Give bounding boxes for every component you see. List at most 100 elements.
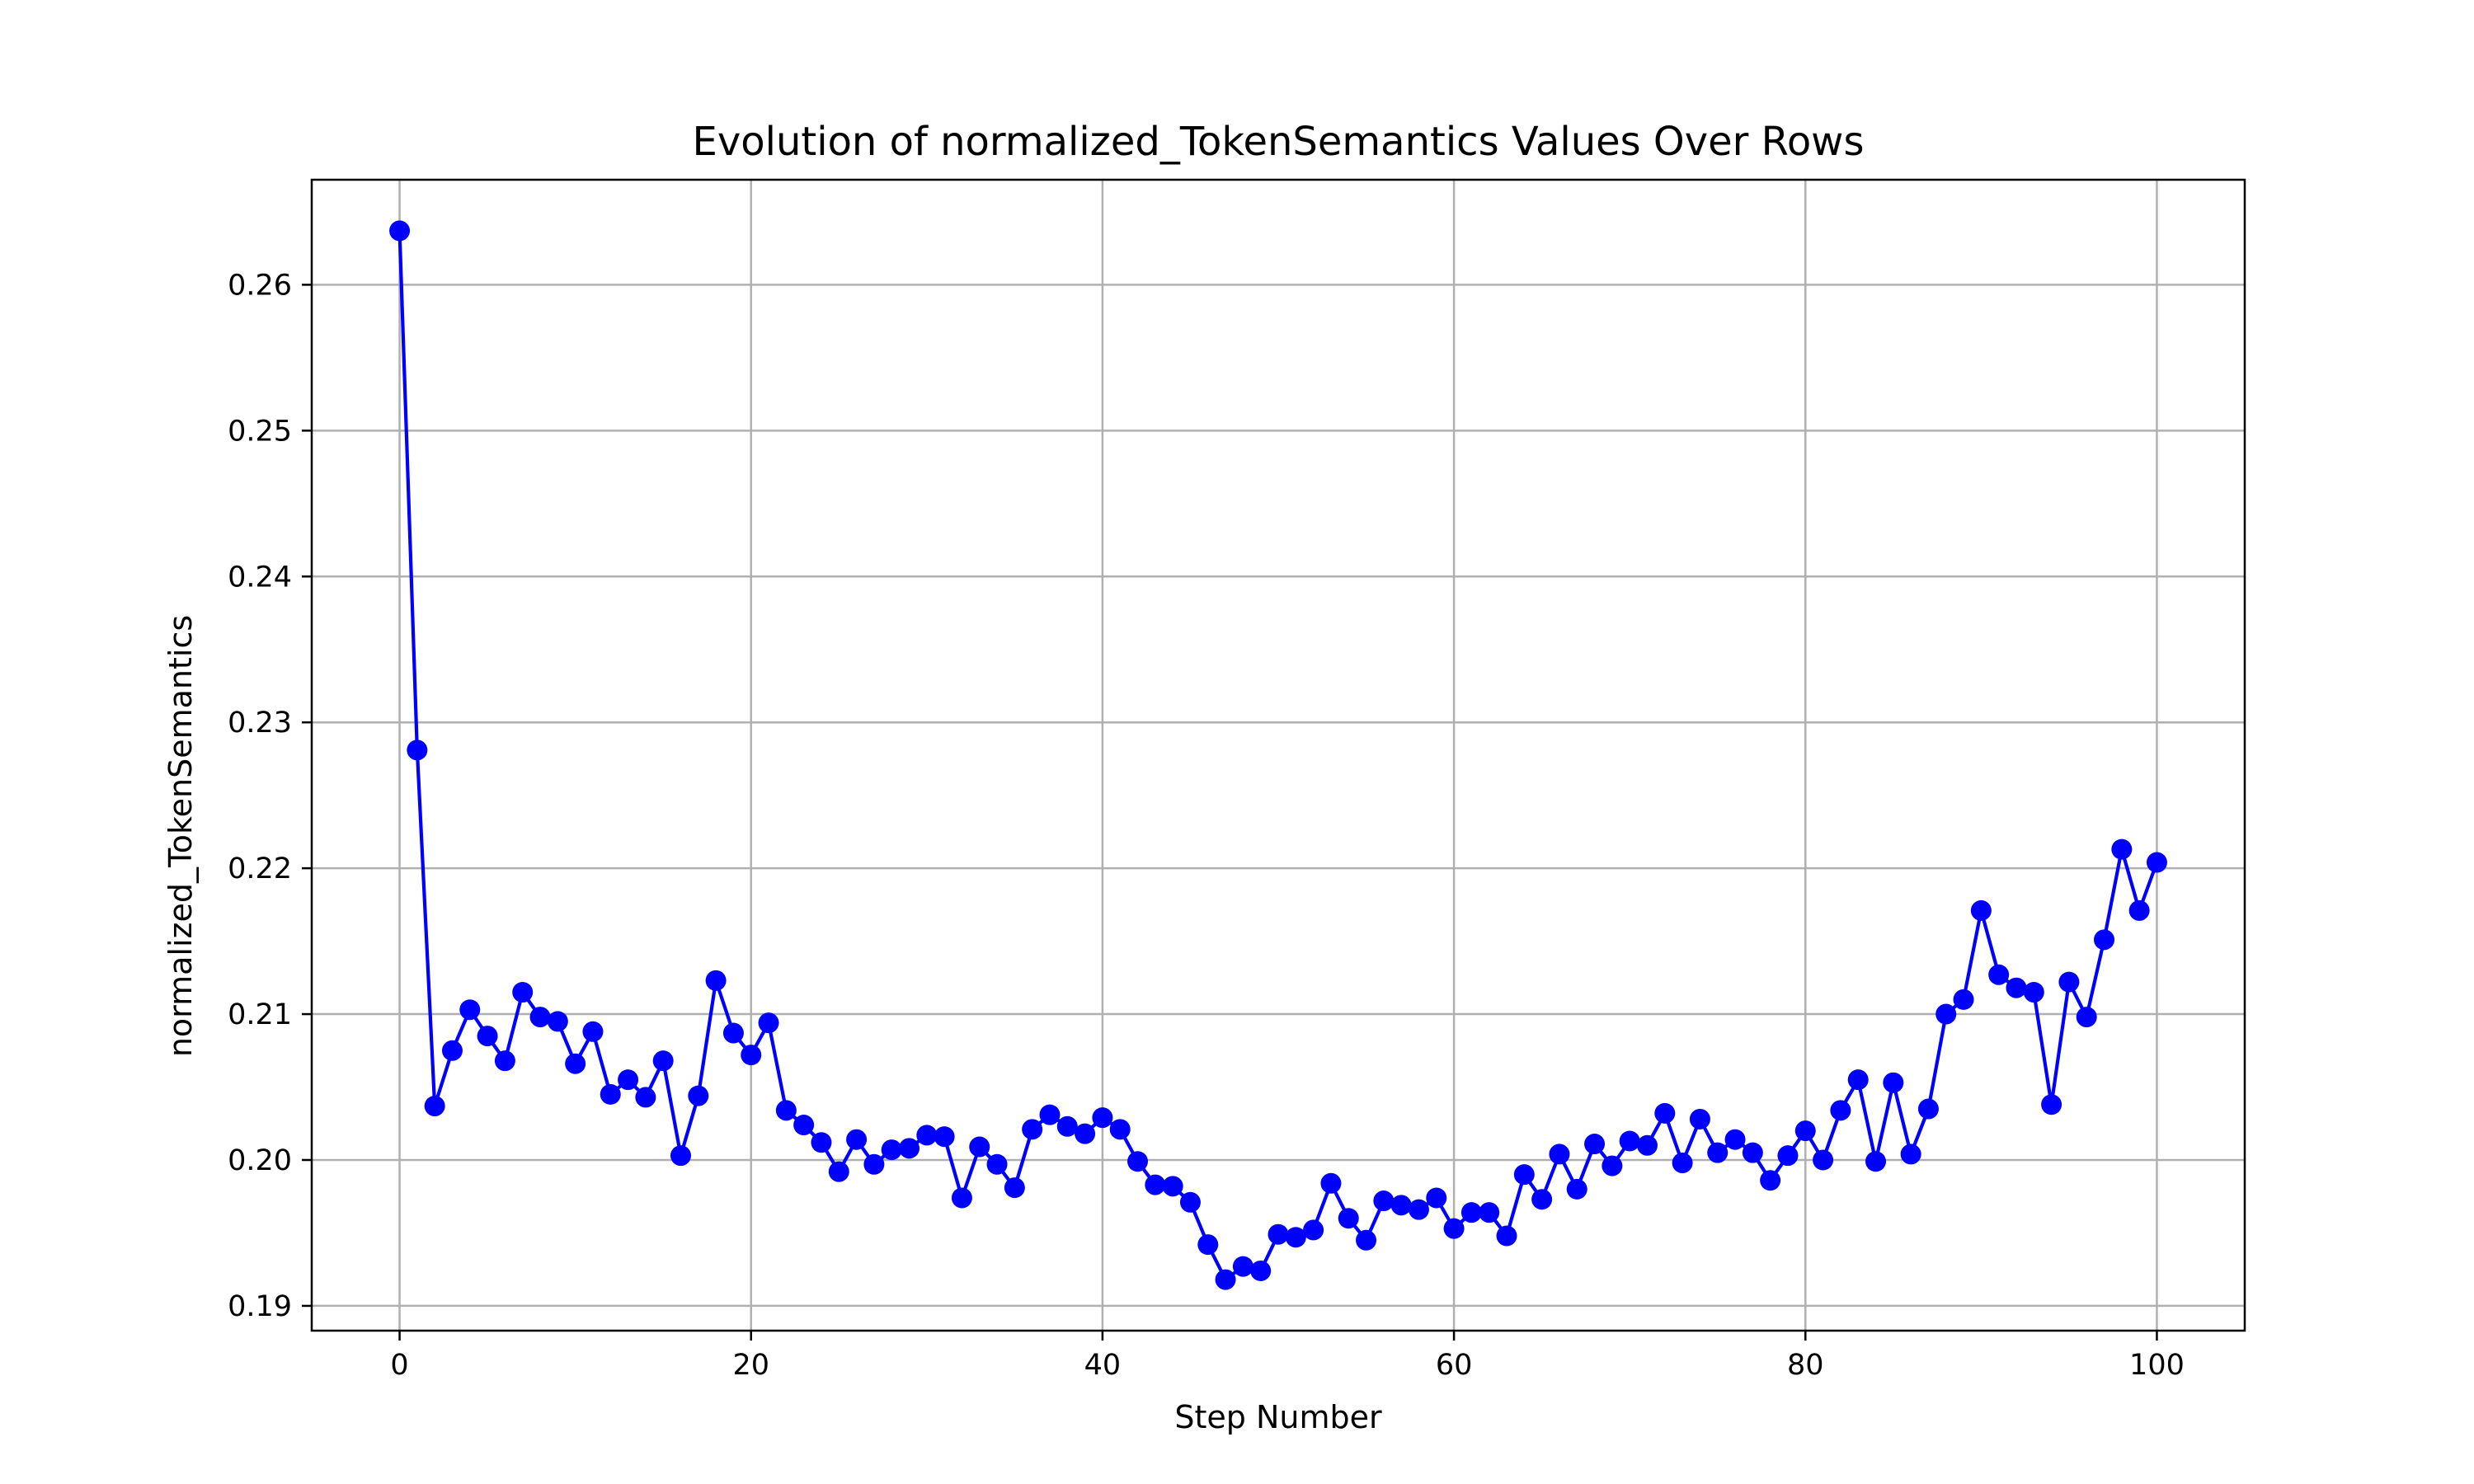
data-point [1479, 1202, 1500, 1223]
data-point [1602, 1155, 1623, 1176]
data-point [1636, 1134, 1658, 1156]
data-point [582, 1021, 604, 1042]
data-point [407, 740, 428, 761]
data-point [1356, 1229, 1377, 1251]
data-point [934, 1126, 955, 1148]
data-point [951, 1187, 972, 1209]
data-point [1794, 1120, 1816, 1142]
data-point [793, 1115, 815, 1136]
data-point [1145, 1174, 1166, 1195]
data-point [1197, 1234, 1219, 1256]
data-point [1022, 1119, 1043, 1140]
data-point [1900, 1144, 1921, 1165]
data-point [1390, 1195, 1412, 1216]
data-point [1549, 1144, 1570, 1165]
y-axis-label: normalized_TokenSemantics [162, 615, 199, 1057]
data-point [2146, 852, 2167, 873]
data-point [1232, 1256, 1253, 1277]
data-point [722, 1022, 744, 1044]
data-point [775, 1100, 797, 1121]
data-point [1777, 1145, 1799, 1167]
data-point [1373, 1190, 1395, 1212]
data-point [2058, 971, 2080, 993]
data-point [2041, 1094, 2062, 1115]
data-point [2094, 929, 2115, 951]
data-point [1865, 1151, 1887, 1172]
y-tick-label: 0.21 [228, 998, 292, 1031]
data-point [1513, 1164, 1535, 1186]
plot-area-frame [310, 178, 2246, 1332]
data-point [1970, 899, 1992, 921]
x-tick-label: 20 [732, 1349, 769, 1382]
data-marker-layer [389, 220, 2167, 1290]
x-tick-label: 40 [1084, 1349, 1122, 1382]
data-point [441, 1040, 463, 1061]
y-axis-ticks: 0.19 0.20 0.21 0.22 0.23 0.24 0.25 0.26 [228, 269, 312, 1323]
grid-lines [312, 180, 2245, 1331]
data-point [899, 1138, 920, 1159]
data-point [741, 1045, 762, 1066]
data-point [670, 1145, 691, 1167]
data-point [1935, 1003, 1957, 1025]
data-point [1531, 1189, 1553, 1210]
data-point [1988, 964, 2010, 985]
data-point [652, 1050, 674, 1072]
data-point [1847, 1069, 1869, 1091]
data-point [389, 220, 411, 242]
data-point [1443, 1218, 1465, 1239]
y-tick-label: 0.26 [228, 269, 292, 302]
data-point [565, 1053, 586, 1074]
data-point [1830, 1100, 1851, 1121]
data-point [1092, 1107, 1113, 1129]
x-axis-label: Step Number [1174, 1399, 1382, 1435]
data-point [618, 1069, 639, 1091]
data-point [1672, 1153, 1693, 1174]
data-point [1162, 1176, 1183, 1197]
data-point [1813, 1149, 1834, 1171]
data-point [1056, 1115, 1078, 1137]
data-point [1953, 989, 1974, 1010]
data-point [1654, 1102, 1676, 1124]
data-point [635, 1087, 656, 1108]
data-point [1460, 1202, 1482, 1223]
data-point [1109, 1119, 1131, 1140]
data-point [1566, 1178, 1587, 1200]
data-point [1285, 1227, 1306, 1248]
y-tick-label: 0.23 [228, 707, 292, 740]
data-point [512, 982, 534, 1003]
data-point [1883, 1072, 1904, 1093]
data-point [1689, 1108, 1710, 1129]
data-point [1742, 1142, 1763, 1163]
y-tick-label: 0.25 [228, 415, 292, 448]
data-point [1268, 1223, 1289, 1245]
y-tick-label: 0.22 [228, 852, 292, 885]
data-point [494, 1050, 515, 1072]
data-point [1707, 1142, 1729, 1163]
data-point [1250, 1260, 1272, 1281]
data-point [1619, 1130, 1640, 1152]
data-point [1127, 1151, 1149, 1172]
data-point [881, 1139, 902, 1161]
data-point [1215, 1269, 1236, 1290]
data-point [1039, 1104, 1061, 1125]
data-point [1724, 1129, 1746, 1150]
data-point [811, 1132, 832, 1153]
data-point [2023, 982, 2044, 1003]
data-point [1179, 1191, 1201, 1213]
x-tick-label: 80 [1787, 1349, 1824, 1382]
data-point [424, 1096, 445, 1117]
data-point [1303, 1219, 1324, 1241]
x-axis-ticks: 0 20 40 60 80 100 [390, 1331, 2185, 1382]
data-point [1917, 1098, 1939, 1120]
x-tick-label: 60 [1436, 1349, 1473, 1382]
data-point [529, 1007, 551, 1028]
data-point [1760, 1170, 1781, 1191]
data-point [2076, 1007, 2097, 1028]
data-point [828, 1161, 849, 1182]
data-point [969, 1136, 990, 1158]
data-point [1584, 1134, 1606, 1155]
data-point [986, 1153, 1008, 1175]
x-tick-label: 0 [390, 1349, 408, 1382]
data-point [2128, 899, 2150, 921]
